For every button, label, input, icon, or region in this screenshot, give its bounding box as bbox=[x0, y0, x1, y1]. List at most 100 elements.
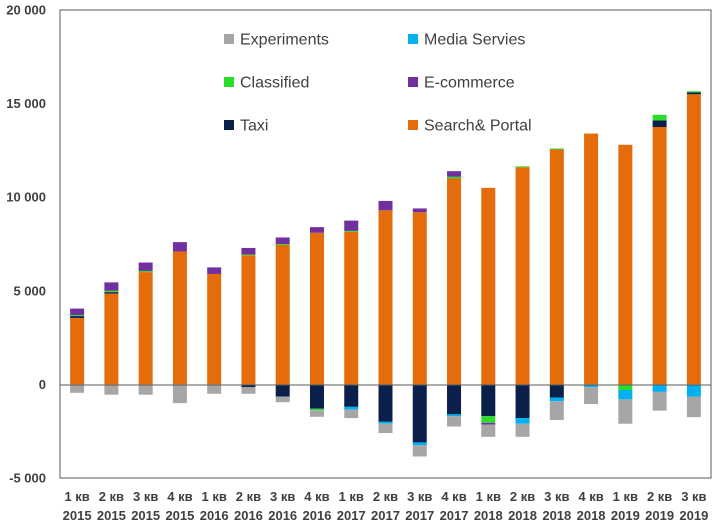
bar-segment bbox=[378, 384, 393, 422]
legend-label: Search& Portal bbox=[424, 118, 532, 135]
legend-swatch bbox=[224, 120, 234, 130]
bar-segment bbox=[686, 92, 701, 95]
bar-segment bbox=[481, 187, 496, 385]
legend-label: Experiments bbox=[240, 32, 329, 49]
x-tick-label-quarter: 2 кв bbox=[647, 489, 672, 504]
bar-segment bbox=[378, 210, 393, 385]
x-axis-ticks: 1 кв 2015 2 кв 2015 3 кв 2015 4 кв 2015 1 кв 2016… bbox=[63, 489, 709, 523]
bar-segment bbox=[515, 167, 530, 385]
x-tick-label-year: 2015 bbox=[131, 508, 160, 523]
bar-segment bbox=[275, 384, 290, 397]
bar-segment bbox=[70, 315, 85, 317]
bar-segment bbox=[70, 317, 85, 385]
bar-segment bbox=[344, 230, 359, 232]
bar-segment bbox=[549, 397, 564, 402]
bar-segment bbox=[275, 237, 290, 244]
x-tick-label-year: 2016 bbox=[200, 508, 229, 523]
bar-segment bbox=[172, 251, 187, 385]
bar-segment bbox=[104, 292, 119, 294]
bar-segment bbox=[104, 384, 119, 395]
bar-segment bbox=[309, 410, 324, 417]
bar-segment bbox=[618, 384, 633, 391]
bar-segment bbox=[344, 231, 359, 385]
bar-segment bbox=[584, 387, 599, 405]
x-tick-label-quarter: 4 кв bbox=[167, 489, 192, 504]
bar-segment bbox=[275, 396, 290, 403]
x-tick-label-quarter: 4 кв bbox=[304, 489, 329, 504]
x-tick-label-quarter: 3 кв bbox=[544, 489, 569, 504]
x-tick-label-year: 2017 bbox=[337, 508, 366, 523]
legend-swatch bbox=[224, 77, 234, 87]
bar-segment bbox=[241, 384, 256, 388]
bar-segment bbox=[70, 384, 85, 393]
bar-segment bbox=[241, 387, 256, 394]
legend-label: E-commerce bbox=[424, 75, 515, 92]
x-tick-label-year: 2016 bbox=[303, 508, 332, 523]
bar-segment bbox=[481, 416, 496, 423]
bar-segment bbox=[104, 290, 119, 293]
y-tick-label: 15 000 bbox=[6, 96, 46, 111]
bar-segment bbox=[344, 406, 359, 410]
bar-segment bbox=[686, 91, 701, 93]
bar-segment bbox=[138, 384, 153, 395]
x-tick-label-quarter: 2 кв bbox=[236, 489, 261, 504]
bar-segment bbox=[412, 384, 427, 443]
x-tick-label-quarter: 2 кв bbox=[373, 489, 398, 504]
x-tick-label-year: 2019 bbox=[611, 508, 640, 523]
bar-segment bbox=[241, 247, 256, 255]
bar-segment bbox=[515, 166, 530, 168]
bar-segment bbox=[309, 227, 324, 233]
plot-area-border bbox=[59, 9, 712, 479]
bar-segment bbox=[275, 244, 290, 245]
bar-segment bbox=[172, 242, 187, 252]
x-tick-label-year: 2019 bbox=[645, 508, 674, 523]
bar-segment bbox=[549, 148, 564, 150]
bar-segment bbox=[447, 416, 462, 427]
x-tick-label-quarter: 2 кв bbox=[99, 489, 124, 504]
y-tick-label: 0 bbox=[39, 377, 46, 392]
x-tick-label-year: 2017 bbox=[405, 508, 434, 523]
x-tick-label-quarter: 3 кв bbox=[133, 489, 158, 504]
bar-segment bbox=[549, 149, 564, 385]
bar-segment bbox=[515, 384, 530, 419]
x-tick-label-year: 2018 bbox=[474, 508, 503, 523]
bar-segment bbox=[378, 423, 393, 434]
legend-swatch bbox=[408, 120, 418, 130]
x-tick-label-quarter: 2 кв bbox=[510, 489, 535, 504]
bar-segment bbox=[309, 384, 324, 409]
y-tick-label: 20 000 bbox=[6, 3, 46, 18]
y-axis-ticks: -5 000 0 5 000 10 000 15 000 20 000 bbox=[6, 3, 46, 486]
bar-segment bbox=[412, 445, 427, 457]
bar-segment bbox=[652, 384, 667, 392]
x-tick-label-quarter: 1 кв bbox=[613, 489, 638, 504]
bar-segment bbox=[104, 293, 119, 385]
bar-segment bbox=[412, 208, 427, 213]
x-tick-label-year: 2016 bbox=[234, 508, 263, 523]
legend-swatch bbox=[224, 34, 234, 44]
bar-segment bbox=[618, 390, 633, 400]
bar-segment bbox=[241, 255, 256, 385]
bar-segment bbox=[138, 262, 153, 271]
x-tick-label-year: 2015 bbox=[97, 508, 126, 523]
bar-segment bbox=[481, 422, 496, 425]
legend-swatch bbox=[408, 77, 418, 87]
x-tick-label-year: 2018 bbox=[577, 508, 606, 523]
bar-segment bbox=[652, 120, 667, 127]
bar-segment bbox=[344, 220, 359, 231]
bar-segment bbox=[207, 384, 222, 394]
bar-segment bbox=[378, 200, 393, 211]
bar-segment bbox=[447, 414, 462, 417]
legend-label: Media Servies bbox=[424, 32, 525, 49]
bar-segment bbox=[447, 178, 462, 385]
legend-label: Taxi bbox=[240, 118, 268, 135]
bar-segment bbox=[447, 384, 462, 415]
bar-segment bbox=[686, 396, 701, 418]
x-tick-label-quarter: 1 кв bbox=[202, 489, 227, 504]
x-tick-label-year: 2018 bbox=[508, 508, 537, 523]
bar-segment bbox=[275, 244, 290, 385]
legend-label: Classified bbox=[240, 75, 309, 92]
bar-segment bbox=[378, 421, 393, 424]
bar-segment bbox=[138, 272, 153, 385]
bar-segment bbox=[344, 384, 359, 407]
